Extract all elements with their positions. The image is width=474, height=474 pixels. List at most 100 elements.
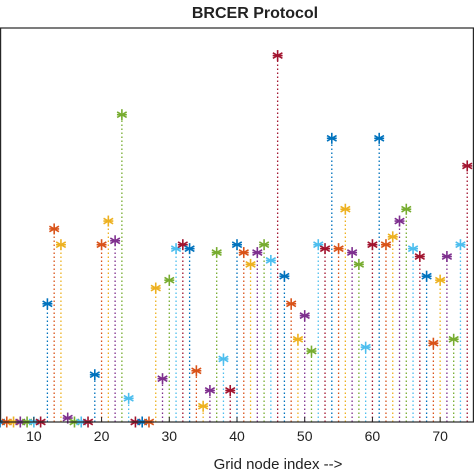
asterisk-marker (428, 337, 439, 349)
stem-point (109, 235, 121, 422)
x-tick-label: 70 (432, 428, 448, 444)
stem-point (177, 239, 188, 422)
asterisk-marker (340, 203, 351, 215)
stem-point (353, 258, 365, 422)
asterisk-marker (170, 243, 182, 255)
asterisk-marker (96, 239, 107, 251)
asterisk-marker (299, 310, 310, 322)
stem-point (184, 243, 195, 422)
asterisk-marker (353, 258, 365, 270)
asterisk-marker (292, 333, 304, 345)
stem-point (306, 345, 317, 422)
asterisk-marker (367, 239, 378, 251)
asterisk-marker (462, 160, 473, 172)
stem-point (407, 243, 419, 422)
asterisk-marker (211, 247, 222, 259)
stem-point (367, 239, 378, 422)
stem-point (279, 270, 290, 422)
asterisk-marker (441, 251, 453, 263)
x-tick-label: 20 (94, 428, 110, 444)
stem-point (299, 310, 310, 422)
stem-point (455, 239, 466, 422)
stem-point (49, 223, 60, 422)
asterisk-marker (225, 384, 236, 396)
asterisk-marker (55, 239, 67, 251)
asterisk-marker (333, 243, 344, 255)
asterisk-marker (286, 298, 297, 310)
stem-point (414, 251, 425, 422)
stem-point (258, 239, 270, 422)
stem-point (401, 203, 412, 422)
stem-point (225, 384, 236, 422)
stem-point (448, 333, 459, 422)
stem-point (326, 132, 337, 422)
stem-point (374, 132, 385, 422)
asterisk-marker (414, 251, 425, 263)
stem-point (272, 50, 283, 422)
stem-point (123, 392, 134, 422)
stem-point (211, 247, 222, 422)
x-axis-ticks: 10 20 30 40 50 60 70 (26, 417, 448, 444)
asterisk-marker (346, 247, 358, 259)
asterisk-marker (157, 373, 168, 385)
stem-point (170, 243, 182, 422)
stem-point (55, 239, 67, 422)
stem-point (116, 109, 128, 422)
asterisk-marker (123, 392, 134, 404)
asterisk-marker (42, 298, 53, 310)
stem-point (380, 239, 392, 422)
axes-frame (0, 27, 474, 423)
x-tick-label: 30 (161, 428, 177, 444)
asterisk-marker (326, 132, 337, 144)
asterisk-marker (238, 247, 249, 259)
stem-point (96, 239, 107, 422)
asterisk-marker (360, 341, 371, 353)
asterisk-marker (177, 239, 188, 251)
asterisk-marker (184, 243, 195, 255)
asterisk-marker (380, 239, 392, 251)
asterisk-marker (434, 274, 446, 286)
stem-point (150, 282, 161, 422)
asterisk-marker (394, 215, 405, 227)
stem-point (157, 373, 168, 422)
stem-point (197, 400, 209, 422)
asterisk-marker (103, 215, 114, 227)
asterisk-marker (252, 247, 263, 259)
stem-point (191, 365, 202, 422)
asterisk-marker (258, 239, 270, 251)
stem-point (164, 274, 175, 422)
x-tick-label: 50 (297, 428, 313, 444)
stem-point (286, 298, 297, 422)
stem-point (428, 337, 439, 422)
asterisk-marker (218, 353, 229, 365)
stem-point (231, 239, 243, 422)
stem-point (462, 160, 473, 422)
stem-point (340, 203, 351, 422)
asterisk-marker (407, 243, 419, 255)
asterisk-marker (197, 400, 209, 412)
asterisk-marker (455, 239, 466, 251)
asterisk-marker (150, 282, 161, 294)
stem-point (42, 298, 53, 422)
stem-point (441, 251, 453, 422)
asterisk-marker (421, 270, 432, 282)
x-tick-label: 60 (365, 428, 381, 444)
asterisk-marker (448, 333, 459, 345)
chart-title: BRCER Protocol (192, 5, 318, 22)
stem-point (319, 243, 331, 422)
x-tick-label: 40 (229, 428, 245, 444)
asterisk-marker (387, 231, 398, 243)
asterisk-marker (374, 132, 385, 144)
asterisk-marker (49, 223, 60, 235)
x-axis-label: Grid node index --> (214, 456, 343, 473)
stem-point (421, 270, 432, 422)
stem-point (333, 243, 344, 422)
x-tick-label: 10 (26, 428, 42, 444)
asterisk-marker (265, 254, 277, 266)
asterisk-marker (191, 365, 202, 377)
stem-point (387, 231, 398, 422)
stem-point (204, 384, 216, 422)
asterisk-marker (245, 258, 256, 270)
asterisk-marker (231, 239, 243, 251)
